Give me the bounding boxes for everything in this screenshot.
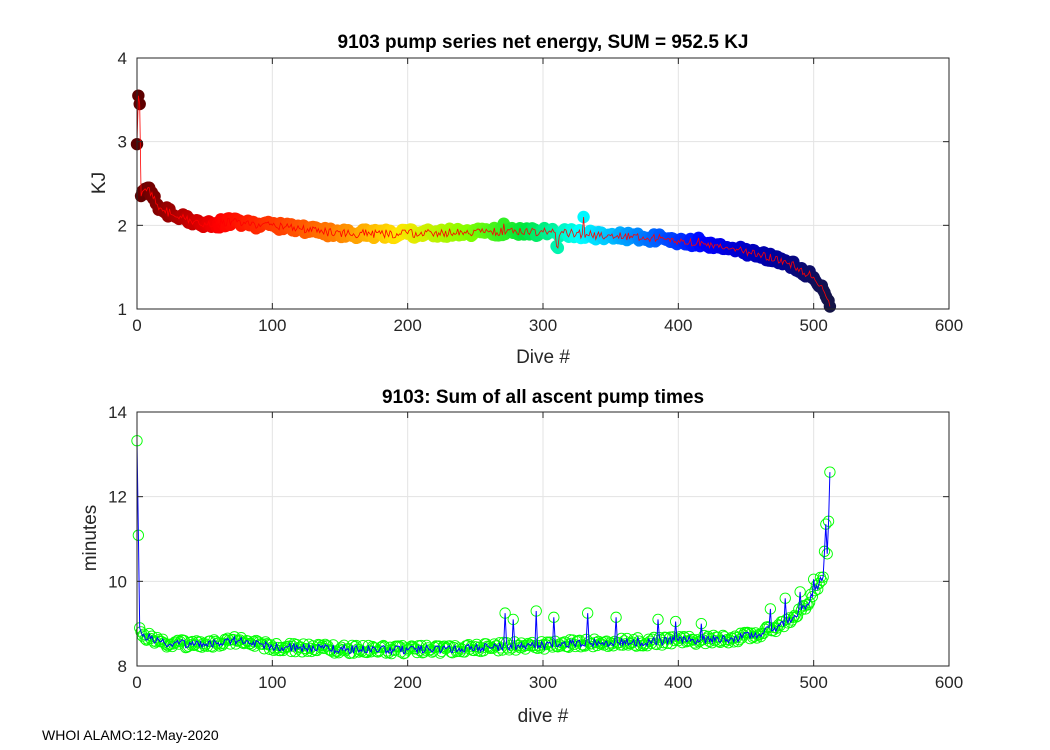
pump-time-data-point — [170, 636, 182, 648]
y-tick-label: 12 — [108, 488, 127, 507]
x-tick-label: 200 — [393, 316, 421, 335]
pump-time-data-point — [338, 639, 350, 651]
x-tick-label: 100 — [258, 316, 286, 335]
y-tick-label: 10 — [108, 572, 127, 591]
pump-time-data-point — [790, 611, 802, 623]
energy-trace-line — [136, 95, 831, 307]
pump-time-data-point — [162, 640, 174, 652]
energy-chart-xlabel: Dive # — [516, 347, 570, 368]
y-tick-label: 1 — [118, 300, 127, 319]
y-tick-label: 2 — [118, 216, 127, 235]
y-tick-label: 3 — [118, 133, 127, 152]
pump-time-data-point — [178, 635, 191, 647]
pump-time-data-point — [305, 645, 318, 658]
pump-time-chart-ylabel: minutes — [80, 505, 101, 572]
x-tick-label: 300 — [529, 316, 557, 335]
pump-time-data-point — [250, 634, 262, 647]
pump-time-chart-xlabel: dive # — [518, 706, 569, 727]
x-tick-label: 600 — [935, 673, 963, 692]
pump-time-chart-title: 9103: Sum of all ascent pump times — [382, 387, 704, 408]
pump-time-chart: 0 100 200 300 400 500 600 8 10 12 14 9103: Sum of … — [80, 387, 963, 727]
pump-time-data-point — [522, 637, 534, 650]
pump-time-data-point — [799, 603, 812, 615]
energy-data-point — [577, 210, 590, 224]
x-tick-label: 400 — [664, 673, 692, 692]
x-tick-label: 600 — [935, 316, 963, 335]
pump-time-data-point — [335, 641, 348, 653]
energy-chart-ylabel: KJ — [89, 172, 110, 194]
pump-time-data-point — [614, 639, 626, 651]
pump-time-data-point — [538, 643, 551, 655]
pump-time-data-point — [791, 610, 804, 622]
x-tick-label: 0 — [132, 673, 141, 692]
pump-time-data-point — [579, 640, 591, 652]
pump-time-data-point — [194, 636, 207, 648]
x-tick-label: 100 — [258, 673, 286, 692]
pump-time-data-point — [494, 637, 506, 649]
x-tick-label: 300 — [529, 673, 557, 692]
y-tick-label: 4 — [118, 49, 127, 68]
energy-plot-layer: 0 100 200 300 400 500 600 1 2 3 4 — [118, 49, 964, 335]
pump-time-data-point — [471, 638, 483, 651]
pump-time-data-point — [153, 634, 165, 646]
pump-time-data-point — [718, 631, 730, 643]
energy-chart: 0 100 200 300 400 500 600 1 2 3 4 9103 pump series… — [89, 32, 963, 368]
pump-time-data-point — [542, 637, 555, 649]
y-tick-label: 8 — [118, 657, 127, 676]
pump-time-trace-line — [136, 440, 831, 656]
footer-stamp: WHOI ALAMO:12-May-2020 — [42, 727, 219, 743]
x-tick-label: 0 — [132, 316, 141, 335]
pump-time-data-point — [809, 584, 821, 597]
pump-time-data-point — [284, 637, 296, 650]
pump-time-data-point — [347, 647, 360, 659]
pump-time-data-point — [688, 637, 701, 649]
pump-time-data-point — [690, 638, 702, 650]
pump-time-data-point — [563, 641, 575, 653]
energy-chart-title: 9103 pump series net energy, SUM = 952.5… — [338, 32, 749, 53]
pump-time-plot-layer: 0 100 200 300 400 500 600 8 10 12 14 — [108, 403, 963, 692]
x-tick-label: 500 — [799, 673, 827, 692]
x-tick-label: 400 — [664, 316, 692, 335]
x-tick-label: 500 — [799, 316, 827, 335]
pump-time-data-point — [422, 642, 434, 654]
pump-time-data-point — [148, 637, 161, 649]
pump-time-data-point — [803, 596, 816, 609]
y-tick-label: 14 — [108, 403, 127, 422]
x-tick-label: 200 — [393, 673, 421, 692]
pump-time-data-point — [418, 646, 430, 658]
